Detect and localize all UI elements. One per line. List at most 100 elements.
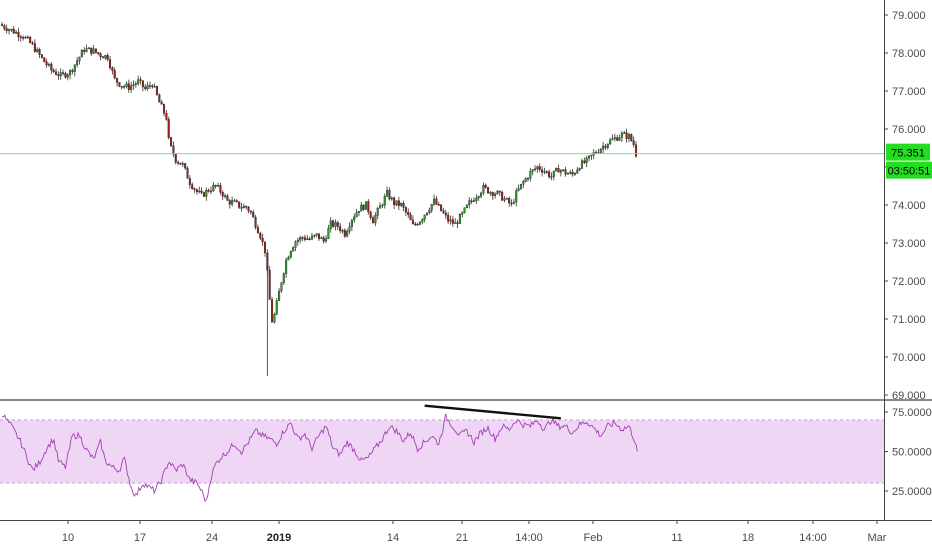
candle-body (31, 42, 34, 44)
candle-body (52, 69, 55, 73)
candle-body (369, 211, 372, 218)
candle (548, 169, 551, 179)
candle (339, 222, 342, 234)
candle-body (487, 187, 490, 194)
candle (362, 204, 365, 211)
candle (306, 234, 309, 241)
candle-body (59, 72, 62, 77)
candle-body (155, 86, 158, 96)
candle (524, 177, 527, 183)
candle-body (280, 282, 283, 292)
candle-body (367, 201, 370, 213)
candle (252, 209, 255, 218)
candle (468, 197, 471, 209)
time-axis[interactable]: 10 17 24 2019 14 21 14:00 Feb 11 18 14:00 Mar (62, 520, 887, 544)
candle (494, 192, 497, 199)
candle-body (534, 168, 537, 171)
candle (379, 202, 382, 209)
candle (552, 170, 555, 181)
candle-body (108, 59, 112, 68)
candle (263, 241, 267, 257)
candle (5, 24, 8, 34)
candle-body (590, 154, 593, 157)
candle-body (463, 207, 466, 213)
candle (632, 136, 635, 148)
candle (383, 193, 386, 209)
candle-body (538, 166, 541, 170)
candle (155, 85, 158, 96)
candle (52, 68, 55, 74)
candle (148, 81, 151, 89)
candle (522, 180, 525, 189)
candle (172, 141, 175, 157)
candle-body (559, 170, 562, 173)
price-axis[interactable]: 79.00078.00077.00076.00075.00074.00073.0… (884, 10, 926, 402)
candle-body (564, 169, 567, 175)
candle (357, 211, 360, 217)
candle (325, 235, 328, 244)
candle-body (491, 192, 494, 196)
candle-body (623, 132, 626, 134)
candle (557, 164, 560, 173)
candle-body (346, 231, 349, 237)
candle-body (315, 233, 318, 236)
candle (254, 214, 257, 230)
candle-body (287, 257, 290, 261)
candle-body (97, 52, 100, 54)
candle (188, 175, 191, 189)
candle-body (24, 36, 27, 39)
candle (153, 83, 156, 88)
candle-body (465, 204, 468, 209)
candle-body (400, 203, 403, 206)
candle (71, 68, 74, 75)
candle (620, 130, 623, 142)
candle (360, 202, 363, 212)
candle-body (26, 36, 29, 39)
candle-body (353, 216, 356, 221)
candle-body (437, 204, 440, 206)
candle-body (299, 237, 302, 241)
candle (54, 68, 58, 76)
candle (470, 198, 473, 204)
candle-body (99, 53, 102, 57)
candle (386, 186, 389, 198)
candle (57, 71, 60, 80)
candle (580, 158, 584, 170)
last-price-badge: 75.351 03:50:51 (886, 143, 932, 179)
candle-body (54, 71, 58, 75)
candle-body (545, 171, 548, 173)
countdown-badge-bg (886, 161, 932, 179)
candle-body (360, 204, 363, 212)
candle (367, 199, 370, 215)
candle-body (418, 221, 421, 225)
candle (498, 190, 501, 197)
candle-body (578, 168, 581, 171)
candle-body (254, 216, 257, 228)
candle-body (599, 148, 602, 153)
candle (80, 49, 83, 58)
candle-body (303, 237, 306, 240)
candle (496, 190, 499, 195)
candle-body (606, 143, 609, 148)
candle-body (101, 56, 104, 59)
time-tick-label: 2019 (267, 532, 291, 544)
price-tick-label: 74.000 (892, 200, 926, 212)
candle (224, 193, 227, 199)
rsi-trendline (424, 404, 561, 420)
rsi-axis[interactable]: 75.0000 50.0000 25.0000 (884, 407, 932, 498)
candle (355, 208, 358, 218)
candle (418, 221, 421, 226)
candle (200, 187, 203, 195)
candle-body (193, 188, 196, 190)
candle-body (458, 214, 461, 224)
time-tick-label: Mar (868, 532, 887, 544)
candle (475, 194, 478, 204)
candle-body (588, 155, 591, 159)
candle-body (489, 192, 492, 194)
candle-body (252, 211, 255, 218)
candle (604, 144, 607, 151)
candle-body (123, 86, 126, 88)
candle (26, 35, 29, 39)
candle (111, 66, 114, 75)
